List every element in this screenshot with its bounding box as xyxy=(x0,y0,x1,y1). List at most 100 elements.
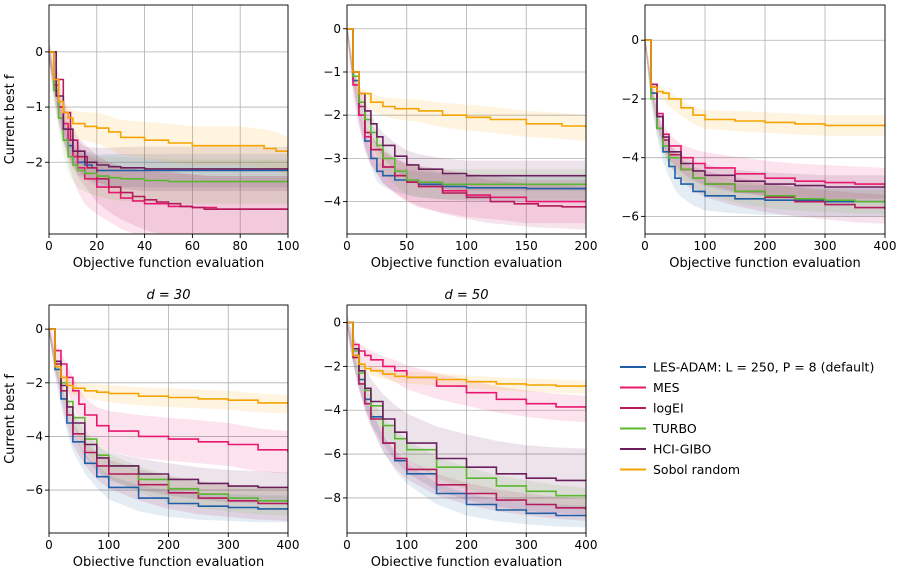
x-tick-label: 80 xyxy=(233,239,248,253)
x-tick-label: 60 xyxy=(185,239,200,253)
series-line-hci-gibo xyxy=(49,328,288,489)
plot-area xyxy=(49,322,288,523)
x-tick-label: 0 xyxy=(343,538,351,552)
subplot-grid: 0 20 40 60 80 100 0 −1 −2 d = 5 Objective function… xyxy=(3,0,896,566)
band-turbo xyxy=(645,36,885,214)
subplot-title: d = 5 xyxy=(151,0,187,3)
x-tick-label: 100 xyxy=(694,239,717,253)
y-tick-label: −2 xyxy=(25,376,43,390)
series-line-mes xyxy=(347,321,586,410)
band-sobol-random xyxy=(645,37,885,136)
band-sobol-random xyxy=(347,24,586,142)
y-axis-label: Current best f xyxy=(3,74,18,164)
x-tick-label: 100 xyxy=(455,239,478,253)
subplot-d-20: 0 100 200 300 400 0 −2 −4 −6 d = 20 Objective func… xyxy=(621,0,896,271)
x-tick-label: 150 xyxy=(515,239,538,253)
x-tick-label: 100 xyxy=(277,239,300,253)
band-turbo xyxy=(49,45,288,204)
band-mes xyxy=(645,34,885,204)
series-line-mes xyxy=(49,328,288,453)
y-tick-label: 0 xyxy=(631,33,639,47)
x-axis-label: Objective function evaluation xyxy=(669,256,860,271)
band-hci-gibo xyxy=(347,24,586,191)
series-line-sobol-random xyxy=(347,28,586,129)
x-axis-label: Objective function evaluation xyxy=(371,555,562,566)
x-tick-label: 300 xyxy=(814,239,837,253)
y-tick-label: −2 xyxy=(323,359,341,373)
x-tick-label: 100 xyxy=(395,538,418,552)
y-tick-label: −6 xyxy=(323,447,341,461)
y-tick-label: −8 xyxy=(323,491,341,505)
x-tick-label: 0 xyxy=(45,538,53,552)
series-line-turbo xyxy=(645,39,885,203)
y-tick-label: −4 xyxy=(25,429,43,443)
series-line-turbo xyxy=(49,328,288,503)
band-logei xyxy=(645,35,885,224)
band-les-adam-l-250-p-8-default xyxy=(49,325,288,523)
y-tick-label: 0 xyxy=(333,316,341,330)
series-line-hci-gibo xyxy=(347,321,586,482)
y-tick-label: −1 xyxy=(323,65,341,79)
band-mes xyxy=(347,318,586,423)
subplot-d-10: 0 50 100 150 200 0 −1 −2 −3 −4 d = 10 Objective fun… xyxy=(323,0,597,271)
axes-frame xyxy=(48,4,289,235)
subplot-d-50: 0 100 200 300 400 0 −2 −4 −6 −8 d = 50 Objective fu… xyxy=(323,288,597,566)
subplot-d-30: 0 100 200 300 400 0 −2 −4 −6 d = 30 Objective func… xyxy=(3,288,299,566)
legend-label-hci: HCI-GIBO xyxy=(653,442,712,457)
y-tick-label: −6 xyxy=(25,483,43,497)
band-les-adam-l-250-p-8-default xyxy=(347,319,586,528)
plot-area xyxy=(49,42,288,234)
band-hci-gibo xyxy=(645,36,885,199)
legend-label-mes: MES xyxy=(653,380,680,395)
x-tick-label: 0 xyxy=(343,239,351,253)
y-tick-label: −1 xyxy=(25,100,43,114)
series-line-mes xyxy=(645,39,885,186)
subplot-d-5: 0 20 40 60 80 100 0 −1 −2 d = 5 Objective function… xyxy=(3,0,299,271)
plot-area xyxy=(645,34,885,224)
band-hci-gibo xyxy=(49,45,288,191)
legend-label-sobol: Sobol random xyxy=(653,462,740,477)
y-tick-label: −2 xyxy=(621,92,639,106)
y-tick-label: −4 xyxy=(323,195,341,209)
subplot-title: d = 10 xyxy=(445,0,489,3)
y-tick-label: −4 xyxy=(621,151,639,165)
x-tick-label: 200 xyxy=(754,239,777,253)
x-tick-label: 200 xyxy=(455,538,478,552)
series-line-turbo xyxy=(49,51,288,183)
x-tick-label: 0 xyxy=(45,239,53,253)
x-tick-label: 40 xyxy=(137,239,152,253)
band-mes xyxy=(49,322,288,474)
y-tick-label: −6 xyxy=(621,209,639,223)
y-tick-label: −4 xyxy=(323,403,341,417)
subplot-title: d = 50 xyxy=(445,288,489,303)
x-tick-label: 400 xyxy=(575,538,598,552)
legend: LES-ADAM: L = 250, P = 8 (default) MES log… xyxy=(620,360,874,477)
legend-label-les: LES-ADAM: L = 250, P = 8 (default) xyxy=(653,360,874,375)
series-line-sobol-random xyxy=(347,321,586,388)
x-tick-label: 100 xyxy=(97,538,120,552)
y-tick-label: 0 xyxy=(35,45,43,59)
series-line-logei xyxy=(49,51,288,210)
x-tick-label: 200 xyxy=(575,239,598,253)
y-tick-label: −2 xyxy=(25,155,43,169)
y-axis-label: Current best f xyxy=(3,374,18,464)
series-line-sobol-random xyxy=(49,328,288,405)
subplot-title: d = 30 xyxy=(147,288,191,303)
band-turbo xyxy=(347,24,586,200)
x-tick-label: 400 xyxy=(874,239,897,253)
legend-label-turbo: TURBO xyxy=(652,421,697,436)
y-tick-label: −2 xyxy=(323,108,341,122)
x-tick-label: 300 xyxy=(515,538,538,552)
x-tick-label: 200 xyxy=(157,538,180,552)
subplot-title: d = 20 xyxy=(743,0,787,3)
band-les-adam-l-250-p-8-default xyxy=(49,46,288,188)
series-line-logei xyxy=(347,321,586,510)
series-line-sobol-random xyxy=(49,51,288,157)
plot-area xyxy=(347,312,586,528)
legend-label-logei: logEI xyxy=(653,401,684,416)
y-tick-label: 0 xyxy=(333,22,341,36)
x-tick-label: 400 xyxy=(277,538,300,552)
series-line-les-adam-l-250-p-8-default xyxy=(49,328,288,510)
x-tick-label: 300 xyxy=(217,538,240,552)
series-line-sobol-random xyxy=(645,39,885,127)
